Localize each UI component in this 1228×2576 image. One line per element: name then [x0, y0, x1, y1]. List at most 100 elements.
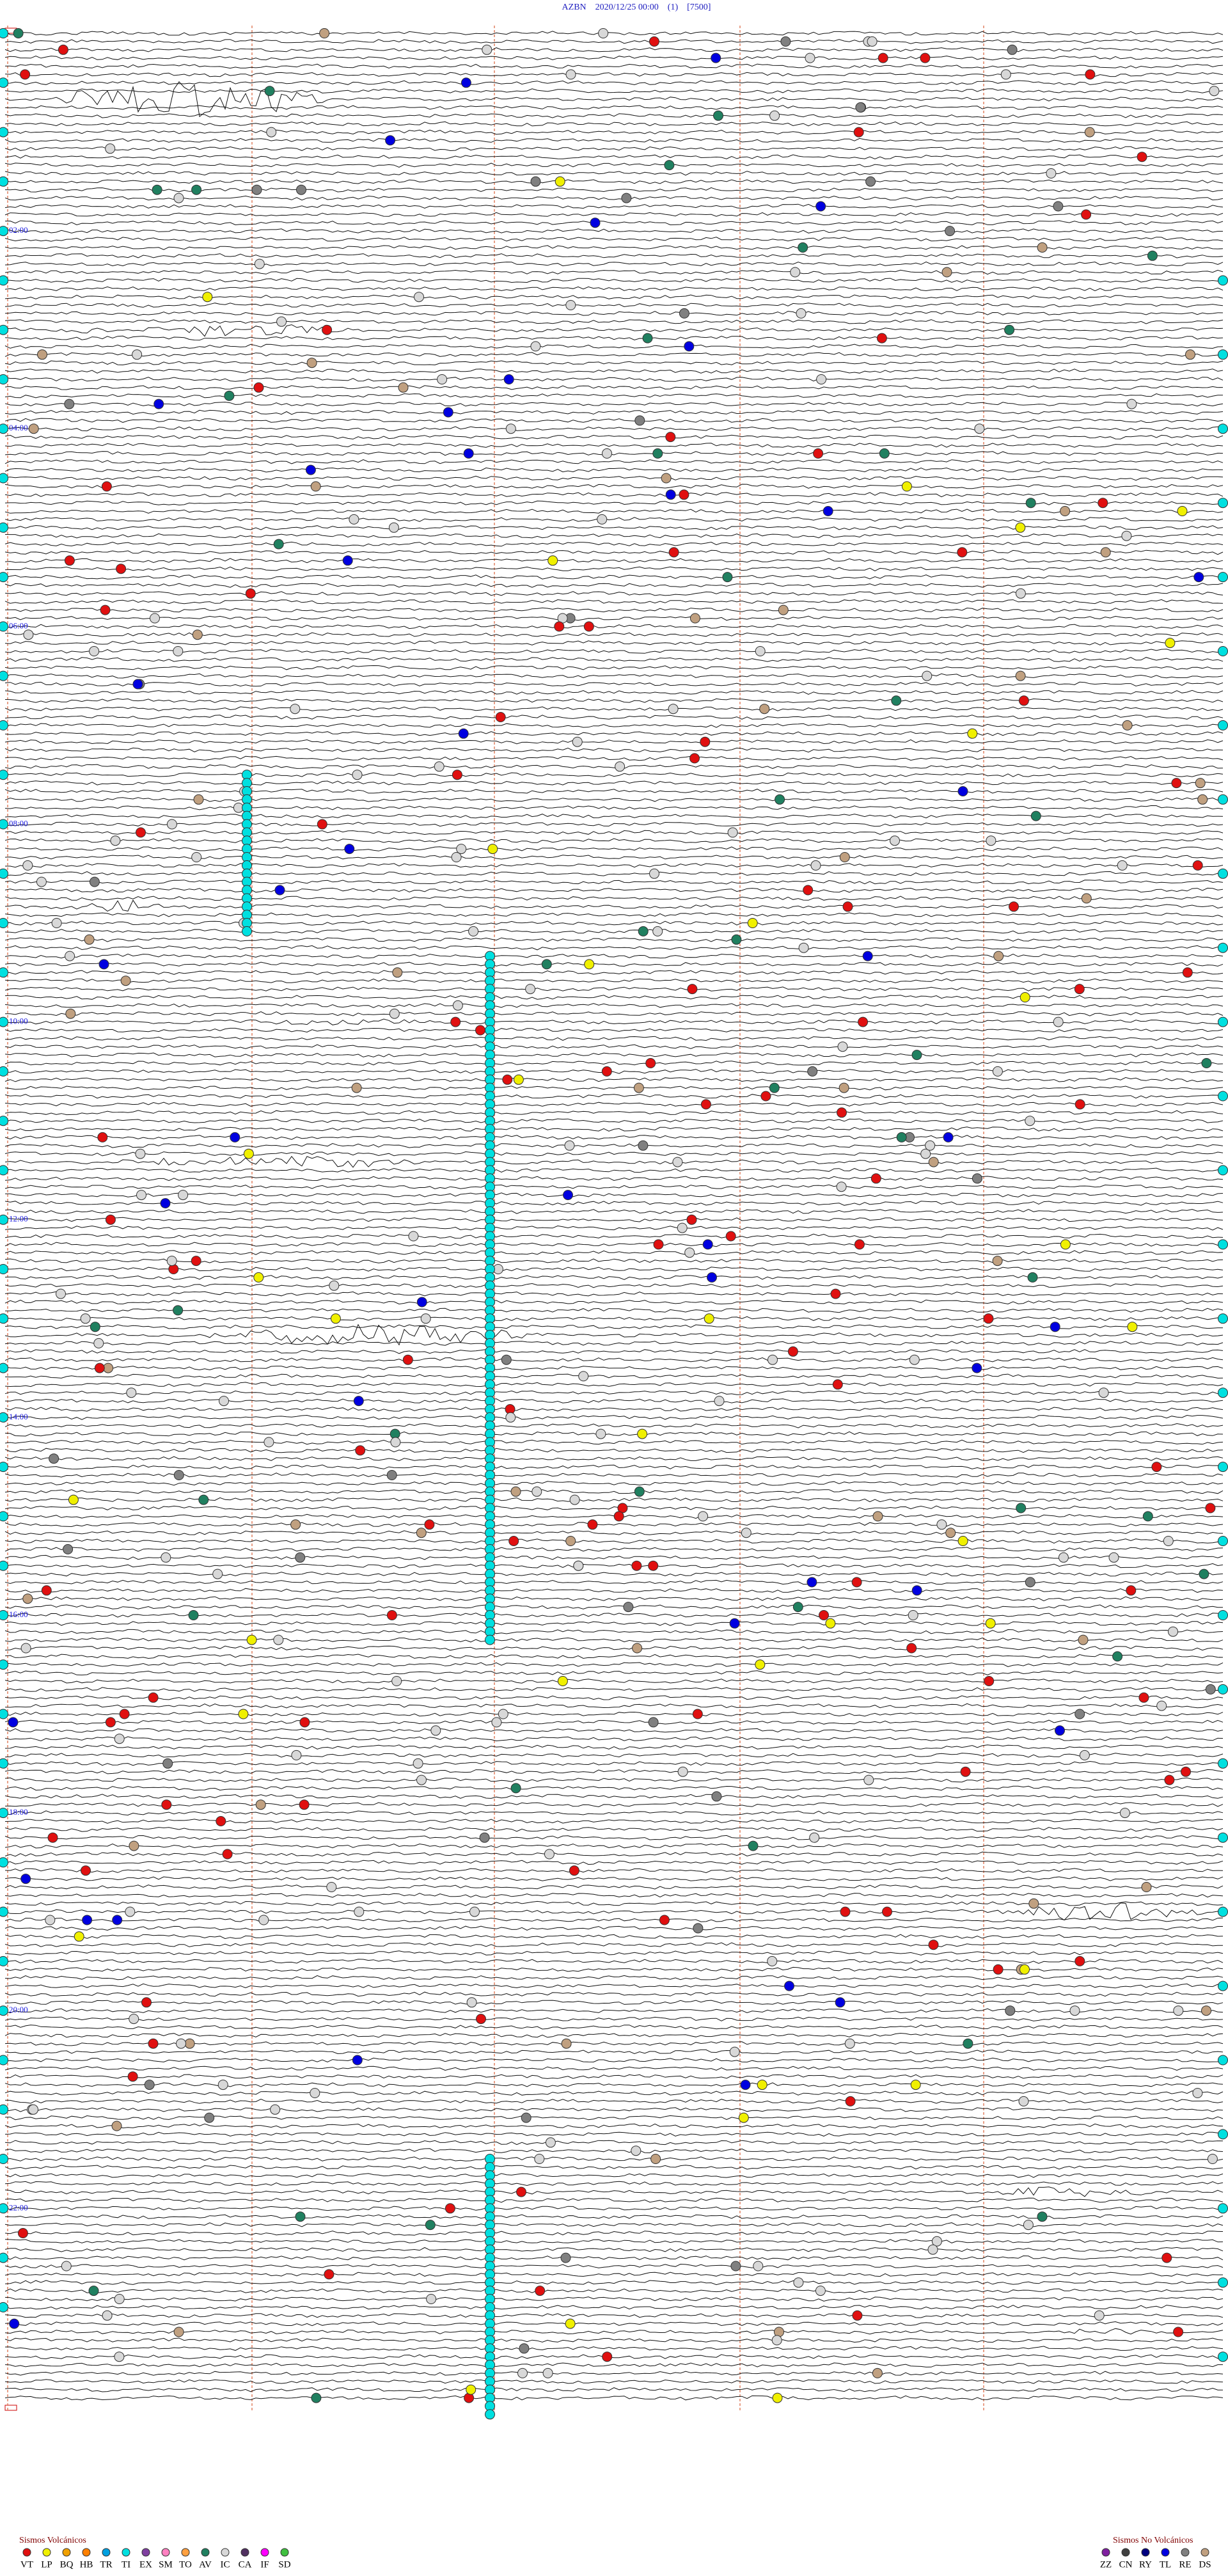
event-marker: [844, 2038, 855, 2049]
trace: [4, 1184, 1224, 1190]
event-marker: [722, 572, 733, 583]
event-marker: [1195, 778, 1206, 789]
event-marker: [882, 1906, 892, 1917]
event-marker: [668, 704, 679, 715]
trace: [4, 541, 1224, 547]
event-marker: [416, 1297, 427, 1308]
event-marker: [637, 1428, 648, 1439]
event-marker: [258, 1915, 269, 1925]
event-marker: [967, 728, 978, 739]
event-marker: [1122, 720, 1133, 731]
trace: [4, 2231, 1224, 2236]
trace: [4, 509, 1224, 514]
event-marker: [1053, 1016, 1064, 1027]
time-label: 22:00: [9, 2202, 28, 2212]
trace: [4, 665, 1224, 670]
trace: [4, 995, 1224, 1000]
trace: [4, 1027, 1224, 1033]
event-marker: [253, 382, 264, 393]
trace: [4, 772, 1224, 777]
event-marker: [633, 1082, 644, 1093]
event-marker: [784, 1980, 794, 1991]
event-marker: [1173, 2005, 1184, 2016]
event-marker: [652, 926, 663, 936]
trace: [4, 385, 1224, 390]
event-marker: [351, 1082, 362, 1093]
event-marker: [621, 193, 632, 203]
event-marker: [47, 1832, 58, 1843]
trace: [4, 434, 1224, 439]
event-marker: [0, 1709, 8, 1719]
event-marker: [963, 2038, 973, 2049]
trace: [4, 129, 1224, 135]
event-marker: [0, 1016, 8, 1027]
trace: [4, 953, 1224, 959]
trace: [4, 1167, 1224, 1173]
event-marker: [584, 959, 595, 970]
event-marker: [542, 2367, 553, 2378]
trace: [4, 615, 1224, 621]
trace: [4, 2337, 1224, 2343]
event-marker: [58, 44, 68, 55]
event-marker: [684, 1247, 695, 1258]
trace: [4, 1934, 1224, 1940]
trace: [5, 1192, 1224, 1197]
trace: [4, 335, 1224, 341]
trace: [4, 212, 1224, 217]
event-marker: [105, 1717, 116, 1728]
event-marker: [352, 770, 363, 780]
trace: [4, 1547, 1224, 1552]
trace: [4, 2379, 1224, 2384]
event-marker: [1156, 1700, 1167, 1711]
event-marker: [132, 349, 143, 360]
time-label: 10:00: [9, 1016, 28, 1026]
trace: [4, 1925, 1223, 1931]
trace: [4, 352, 1224, 357]
event-marker: [1141, 1882, 1152, 1892]
event-marker: [510, 1486, 521, 1497]
trace: [4, 739, 1224, 745]
trace: [4, 1975, 1224, 1980]
trace: [4, 1373, 1224, 1379]
event-marker: [634, 1486, 645, 1497]
event-marker: [748, 1840, 759, 1851]
trace: [4, 2288, 1224, 2294]
trace: [4, 640, 1224, 645]
trace: [4, 2123, 1224, 2129]
legend-code: SM: [159, 2559, 173, 2570]
event-marker: [485, 1634, 495, 1645]
event-marker: [191, 852, 202, 862]
event-marker: [125, 1906, 136, 1917]
event-marker: [242, 926, 252, 936]
trace: [4, 1324, 1223, 1329]
trace: [4, 1151, 1224, 1157]
trace: [4, 467, 1224, 473]
trace: [4, 607, 1224, 613]
trace: [4, 121, 1224, 127]
event-marker: [664, 160, 675, 171]
event-marker: [1168, 1626, 1178, 1637]
event-marker: [0, 770, 8, 780]
trace: [4, 1250, 1224, 1255]
event-marker: [354, 1906, 365, 1917]
event-marker: [510, 1783, 521, 1794]
event-marker: [217, 2080, 228, 2090]
event-marker: [468, 926, 479, 936]
trace: [4, 1579, 1224, 1585]
event-marker: [276, 316, 287, 327]
event-marker: [1119, 1808, 1130, 1819]
event-marker: [251, 184, 262, 195]
trace: [4, 187, 1224, 193]
event-marker: [1207, 2154, 1218, 2164]
trace: [4, 1613, 1224, 1618]
event-marker: [565, 69, 576, 80]
event-marker: [672, 1157, 683, 1167]
trace: [4, 871, 1224, 876]
legend-marker: [82, 2548, 91, 2557]
trace: [4, 1390, 1223, 1395]
event-marker: [560, 2252, 571, 2263]
event-marker: [711, 1791, 722, 1802]
event-marker: [222, 1849, 233, 1860]
event-marker: [0, 1659, 8, 1670]
trace: [4, 731, 1224, 736]
